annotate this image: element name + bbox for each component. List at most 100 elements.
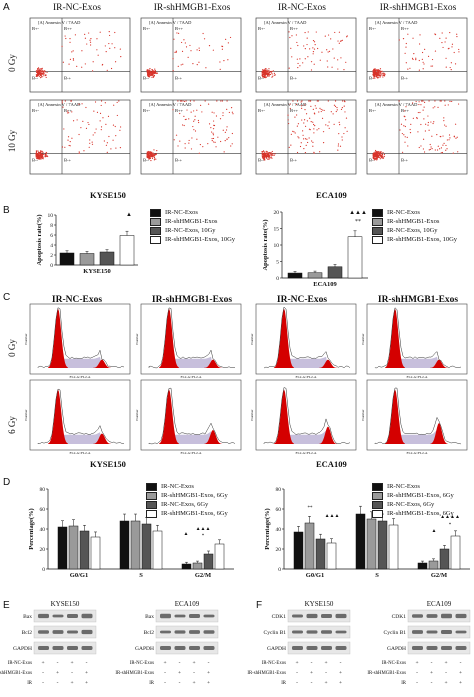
flow-event-dot [291,35,293,37]
bar [304,522,315,570]
condition-sign: - [193,670,195,676]
flow-event-dot [119,126,122,128]
flow-event-dot [295,103,298,106]
flow-event-dot [420,104,422,106]
flow-event-dot [419,43,421,45]
flow-event-dot [310,61,313,63]
flow-event-dot [40,150,42,152]
significance-mark: ▲▲▲ [325,514,340,519]
flow-event-dot [46,152,48,154]
flow-event-dot [148,153,150,155]
flow-event-dot [149,72,152,74]
flow-event-dot [41,150,43,152]
flow-event-dot [173,139,175,141]
flow-event-dot [289,103,291,105]
bar [68,525,79,570]
bar [377,520,388,570]
flow-event-dot [412,37,414,39]
histogram-x-label: FL2-A::FL2-A [407,451,428,455]
quadrant-label: B-- [258,157,265,162]
flow-event-dot [72,50,74,52]
flow-event-dot [40,157,43,159]
flow-event-dot [42,151,44,154]
protein-band [412,646,423,650]
flow-event-dot [42,156,44,158]
flow-event-dot [346,130,348,132]
flow-event-dot [147,73,149,75]
flow-event-dot [458,48,460,51]
flow-event-dot [379,71,381,73]
flow-event-dot [375,73,378,76]
condition-sign: - [340,660,342,666]
condition-sign: - [416,670,418,676]
g2-peak [204,430,222,444]
flow-event-dot [319,59,321,61]
flow-event-dot [106,142,108,144]
flow-event-dot [99,112,102,114]
flow-event-dot [212,134,215,136]
flow-event-dot [267,155,269,158]
flow-event-dot [431,147,433,150]
flow-event-dot [198,61,200,63]
apoptosis-chart-kyse150: 0 2 4 6 8 10 Apoptosis rate(%) KYSE150 ▲ [36,212,138,275]
quadrant-label: B-+ [401,75,409,80]
flow-event-dot [336,109,338,111]
flow-event-dot [458,51,460,53]
bar [79,253,95,266]
g2-peak [93,433,111,444]
flow-event-dot [268,75,270,77]
flow-event-dot [381,153,383,155]
flow-plot-frame [29,99,131,175]
flow-event-dot [149,152,152,154]
flow-event-dot [188,139,190,142]
flow-event-dot [39,152,41,155]
flow-event-dot [264,74,266,76]
flow-event-dot [422,100,424,102]
flow-event-dot [343,132,345,135]
panel-a-letter: A [3,2,10,13]
legend-label: IR-NC-Exos, 6Gy [387,501,435,508]
flow-event-dot [208,123,211,125]
legend-swatch [372,500,383,509]
flow-event-dot [377,69,379,71]
flow-event-dot [65,37,67,40]
bar [315,538,326,570]
flow-event-dot [200,104,202,106]
flow-event-dot [327,51,329,53]
flow-event-dot [457,151,459,153]
flow-event-dot [379,72,381,74]
condition-sign: - [42,680,44,686]
protein-band [455,613,467,619]
flow-event-dot [40,72,43,75]
flow-event-dot [300,142,302,144]
condition-sign: + [295,660,298,666]
flow-event-dot [339,40,342,42]
condition-sign: - [208,660,210,666]
bar [130,520,141,570]
protein-band [174,614,186,618]
flow-event-dot [297,62,299,65]
protein-band [292,630,303,634]
flow-event-dot [271,73,273,75]
band-label: Cyclin B1 [264,630,287,636]
flow-event-dot [304,125,307,127]
flow-event-dot [288,31,290,33]
band-label: GAPDH [13,646,32,652]
flow-event-dot [39,157,41,159]
flow-event-dot [146,70,149,72]
legend-label: IR-NC-Exos [387,483,420,490]
flow-event-dot [71,137,73,139]
flow-event-dot [175,50,177,52]
flow-event-dot [272,153,274,155]
flow-event-dot [306,37,308,39]
flow-event-dot [442,46,444,49]
flow-event-dot [289,36,291,39]
flow-event-dot [184,42,186,44]
flow-event-dot [147,74,149,76]
flow-event-dot [374,157,376,159]
histogram-y-label: Number [24,408,28,420]
flow-event-dot [337,149,339,151]
flow-event-dot [189,100,192,102]
flow-event-dot [88,146,90,148]
